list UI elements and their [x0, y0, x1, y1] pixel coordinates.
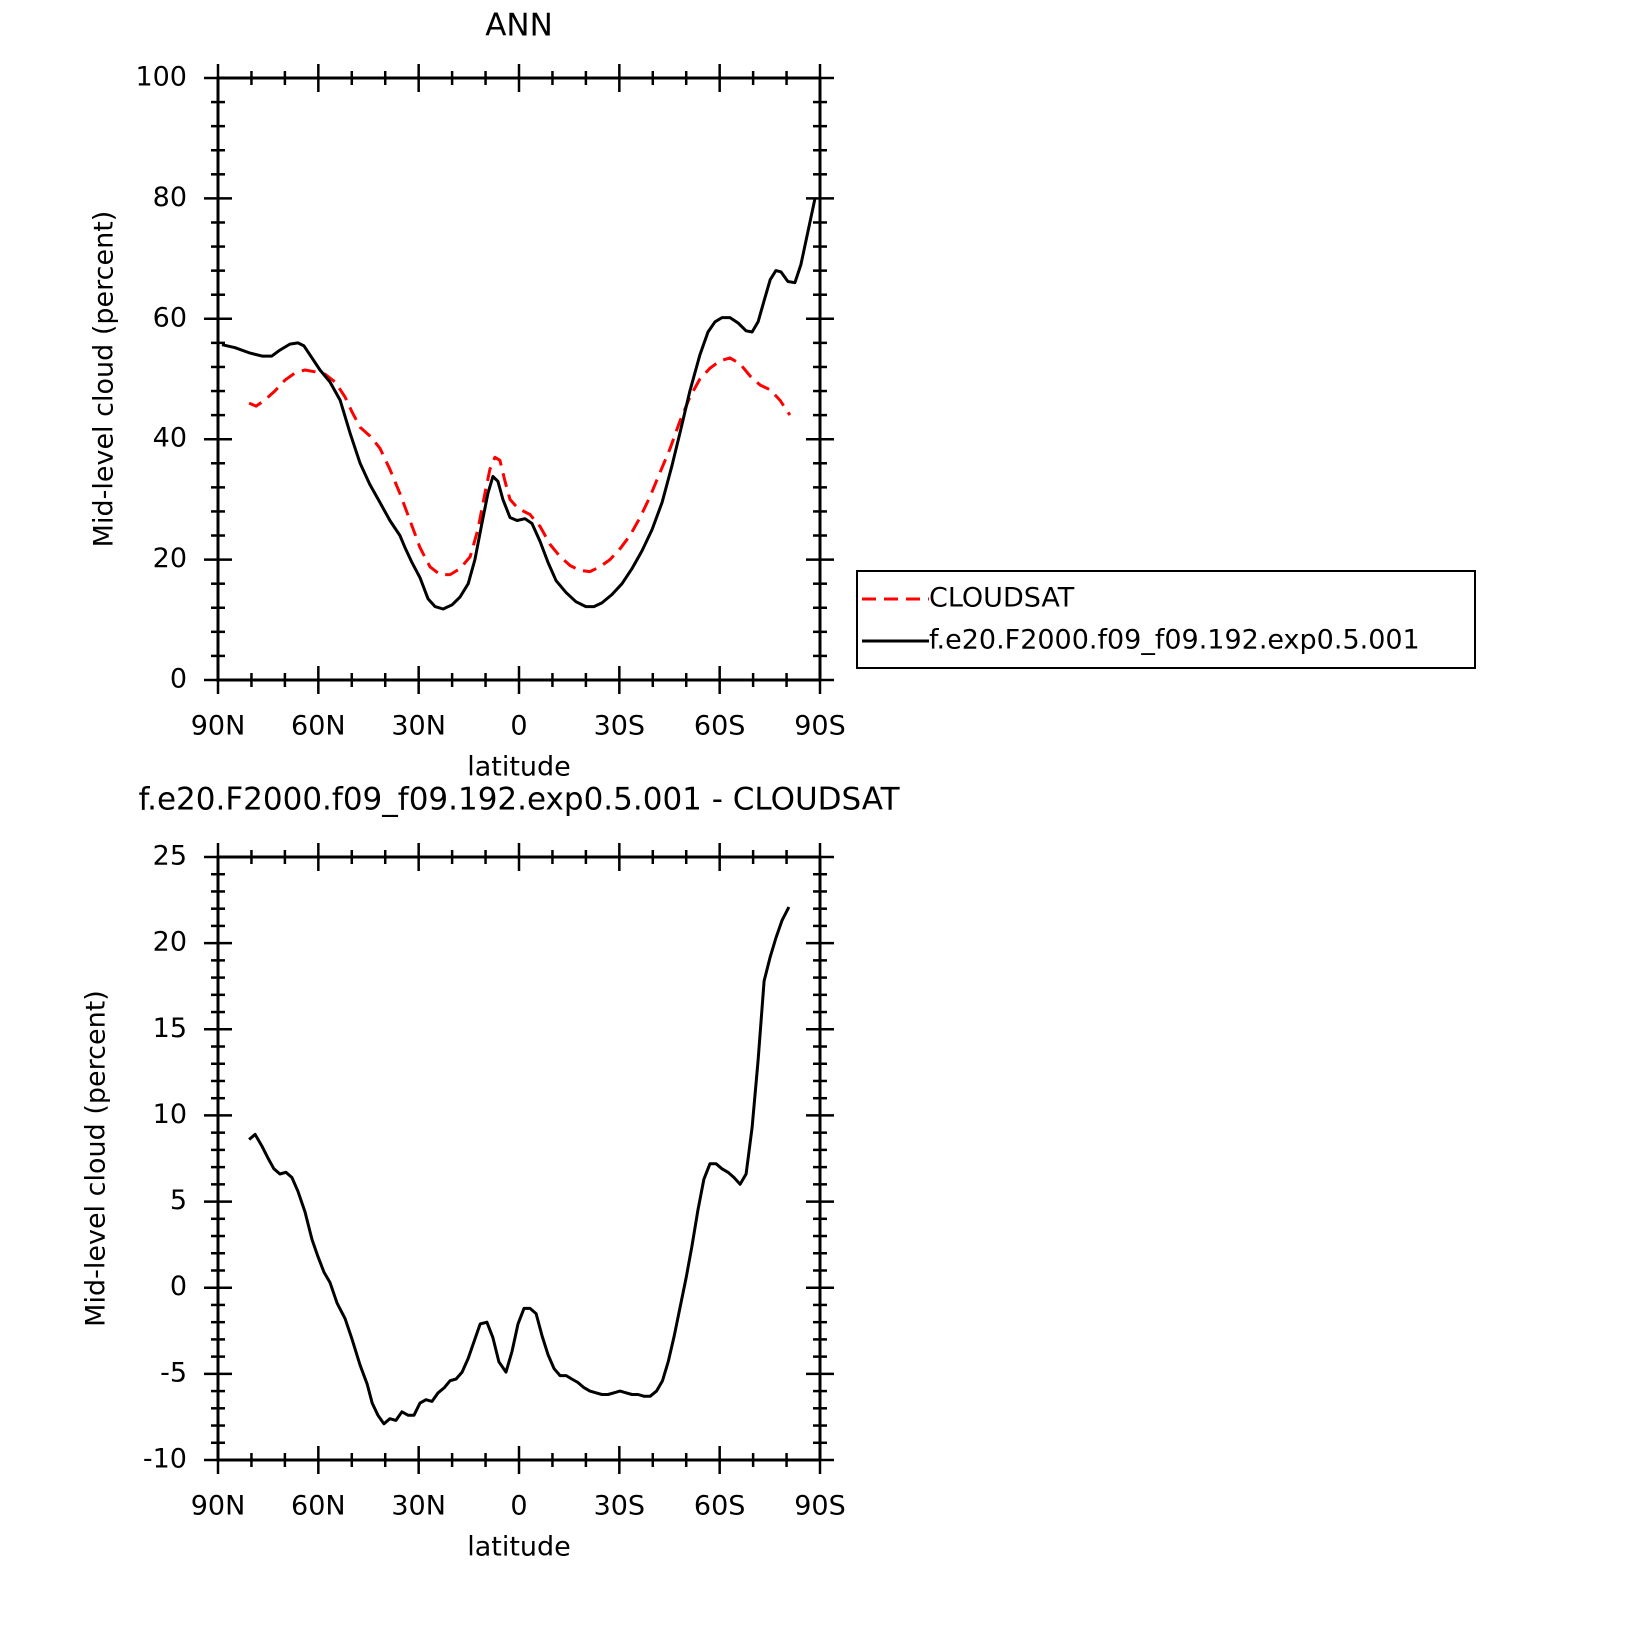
- x-tick-label: 30S: [594, 711, 646, 742]
- y-tick-label: 0: [170, 1271, 187, 1302]
- x-tick-label: 60N: [291, 1491, 346, 1522]
- x-axis-label: latitude: [467, 752, 571, 783]
- y-axis-label: Mid-level cloud (percent): [81, 990, 112, 1327]
- y-tick-label: 40: [153, 423, 187, 454]
- x-tick-label: 90S: [794, 711, 846, 742]
- legend-box: [856, 570, 1476, 669]
- x-tick-label: 60N: [291, 711, 346, 742]
- y-tick-label: 20: [153, 927, 187, 958]
- data-line: [221, 198, 817, 611]
- x-tick-label: 90N: [191, 711, 246, 742]
- plot-frame: [216, 76, 822, 682]
- x-tick-label: 30N: [391, 711, 446, 742]
- x-tick-label: 0: [510, 1491, 527, 1522]
- y-tick-label: 60: [153, 302, 187, 333]
- x-tick-label: 30N: [391, 1491, 446, 1522]
- x-tick-label: 0: [510, 711, 527, 742]
- y-axis-label: Mid-level cloud (percent): [89, 211, 120, 548]
- x-tick-label: 60S: [694, 1491, 746, 1522]
- x-axis-label: latitude: [467, 1532, 571, 1563]
- y-tick-label: 5: [170, 1185, 187, 1216]
- y-tick-label: 25: [153, 841, 187, 872]
- x-tick-label: 90N: [191, 1491, 246, 1522]
- y-tick-label: -5: [160, 1357, 187, 1388]
- x-tick-label: 90S: [794, 1491, 846, 1522]
- chart-title: ANN: [485, 8, 553, 44]
- legend-label: CLOUDSAT: [929, 583, 1075, 614]
- x-tick-label: 60S: [694, 711, 746, 742]
- data-line: [248, 356, 792, 577]
- y-tick-label: 80: [153, 182, 187, 213]
- legend-label: f.e20.F2000.f09_f09.192.exp0.5.001: [929, 625, 1420, 656]
- y-tick-label: -10: [143, 1444, 187, 1475]
- chart-title: f.e20.F2000.f09_f09.192.exp0.5.001 - CLO…: [138, 782, 900, 818]
- plot-frame: [216, 855, 822, 1462]
- y-tick-label: 15: [153, 1013, 187, 1044]
- y-tick-label: 20: [153, 543, 187, 574]
- y-tick-label: 10: [153, 1099, 187, 1130]
- data-line: [248, 906, 791, 1426]
- y-tick-label: 0: [170, 664, 187, 695]
- x-tick-label: 30S: [594, 1491, 646, 1522]
- y-tick-label: 100: [135, 62, 187, 93]
